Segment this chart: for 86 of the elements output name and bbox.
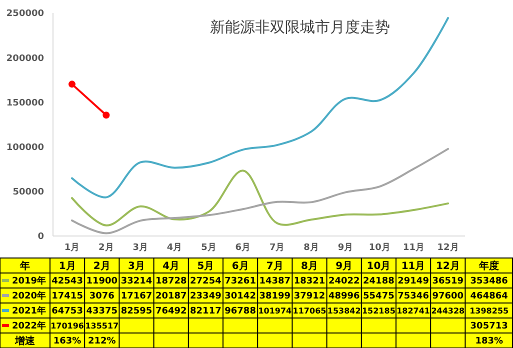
x-tick-label: 2月 xyxy=(98,242,114,253)
data-label: 101974 xyxy=(258,306,292,316)
y-tick-label: 250000 xyxy=(6,9,44,20)
legend-label: 2021年 xyxy=(12,306,46,317)
text: 305713 xyxy=(470,322,508,332)
data-label: 14387 xyxy=(259,276,291,287)
data-label: 170196 xyxy=(50,321,84,330)
x-tick-label: 1月 xyxy=(64,242,80,253)
y-tick-label: 150000 xyxy=(6,98,44,108)
text: 183% xyxy=(475,336,504,347)
data-label: 11900 xyxy=(86,276,118,287)
data-label: 30142 xyxy=(224,292,256,302)
data-label: 153842 xyxy=(327,306,361,316)
data-label: 55475 xyxy=(363,292,394,302)
data-label: 244328 xyxy=(431,306,466,316)
category-label: 9月 xyxy=(336,261,353,272)
x-tick-label: 11月 xyxy=(403,242,425,253)
text: 年度 xyxy=(478,260,500,272)
data-label: 76492 xyxy=(155,306,187,317)
data-label: 20187 xyxy=(155,292,187,302)
category-label: 3月 xyxy=(128,261,145,272)
text: 212% xyxy=(88,336,116,347)
x-tick-label: 9月 xyxy=(338,242,354,253)
data-label: 152185 xyxy=(362,306,396,316)
data-label: 36519 xyxy=(432,276,464,287)
legend-label: 2019年 xyxy=(12,276,46,287)
category-label: 12月 xyxy=(436,261,460,272)
data-label: 29149 xyxy=(398,276,429,287)
category-label: 1月 xyxy=(58,261,76,272)
data-label: 97600 xyxy=(432,292,464,302)
category-label: 7月 xyxy=(266,261,284,272)
line-series xyxy=(71,148,449,234)
y-tick-label: 100000 xyxy=(6,142,44,153)
x-tick-label: 8月 xyxy=(304,242,319,253)
text: 年 xyxy=(19,260,30,272)
data-label: 48996 xyxy=(328,292,360,302)
y-tick-label: 0 xyxy=(38,232,44,242)
data-label: 42543 xyxy=(52,276,83,287)
data-label: 17415 xyxy=(52,292,83,302)
legend-label: 2022年 xyxy=(12,320,46,332)
data-label: 27254 xyxy=(190,276,222,287)
data-label: 24188 xyxy=(363,276,394,287)
line-series xyxy=(71,170,449,226)
data-label: 18321 xyxy=(294,276,326,287)
data-label: 135517 xyxy=(85,321,119,330)
data-label: 182741 xyxy=(396,306,430,316)
text: 增速 xyxy=(14,335,36,347)
legend-label: 2020年 xyxy=(12,290,46,302)
category-label: 11月 xyxy=(401,261,426,272)
category-label: 5月 xyxy=(197,261,214,272)
x-tick-label: 6月 xyxy=(235,242,251,253)
category-label: 10月 xyxy=(366,261,391,272)
x-tick-label: 3月 xyxy=(132,242,148,253)
data-label: 33214 xyxy=(120,276,152,287)
x-tick-label: 4月 xyxy=(166,242,182,253)
data-label: 117065 xyxy=(292,306,327,316)
x-tick-label: 7月 xyxy=(269,242,285,253)
text: 1398255 xyxy=(470,306,510,316)
data-label: 96788 xyxy=(224,306,256,317)
category-label: 6月 xyxy=(232,261,249,272)
data-label: 37912 xyxy=(294,292,326,302)
x-tick-label: 12月 xyxy=(437,242,459,253)
text: 163% xyxy=(53,336,82,347)
data-label: 82595 xyxy=(120,306,152,317)
data-label: 24022 xyxy=(328,276,360,287)
data-label: 43375 xyxy=(86,306,118,317)
data-label: 23349 xyxy=(190,292,222,302)
category-label: 8月 xyxy=(301,261,318,272)
chart-title: 新能源非双限城市月度走势 xyxy=(210,18,390,36)
category-label: 2月 xyxy=(93,261,110,272)
data-label: 18728 xyxy=(155,276,187,287)
data-label: 3076 xyxy=(89,292,114,302)
data-label: 82117 xyxy=(190,306,222,317)
x-tick-label: 5月 xyxy=(201,242,216,253)
text: 464864 xyxy=(470,292,508,302)
data-label: 73261 xyxy=(224,276,256,287)
category-label: 4月 xyxy=(162,261,180,272)
line-series xyxy=(71,17,449,198)
y-tick-label: 200000 xyxy=(6,54,44,64)
data-label: 75346 xyxy=(398,292,429,302)
data-label: 38199 xyxy=(259,292,291,302)
text: 353486 xyxy=(470,276,508,287)
x-tick-label: 10月 xyxy=(368,242,390,253)
data-label: 64753 xyxy=(52,306,83,317)
y-tick-label: 50000 xyxy=(12,188,44,198)
data-label: 17167 xyxy=(120,292,152,302)
